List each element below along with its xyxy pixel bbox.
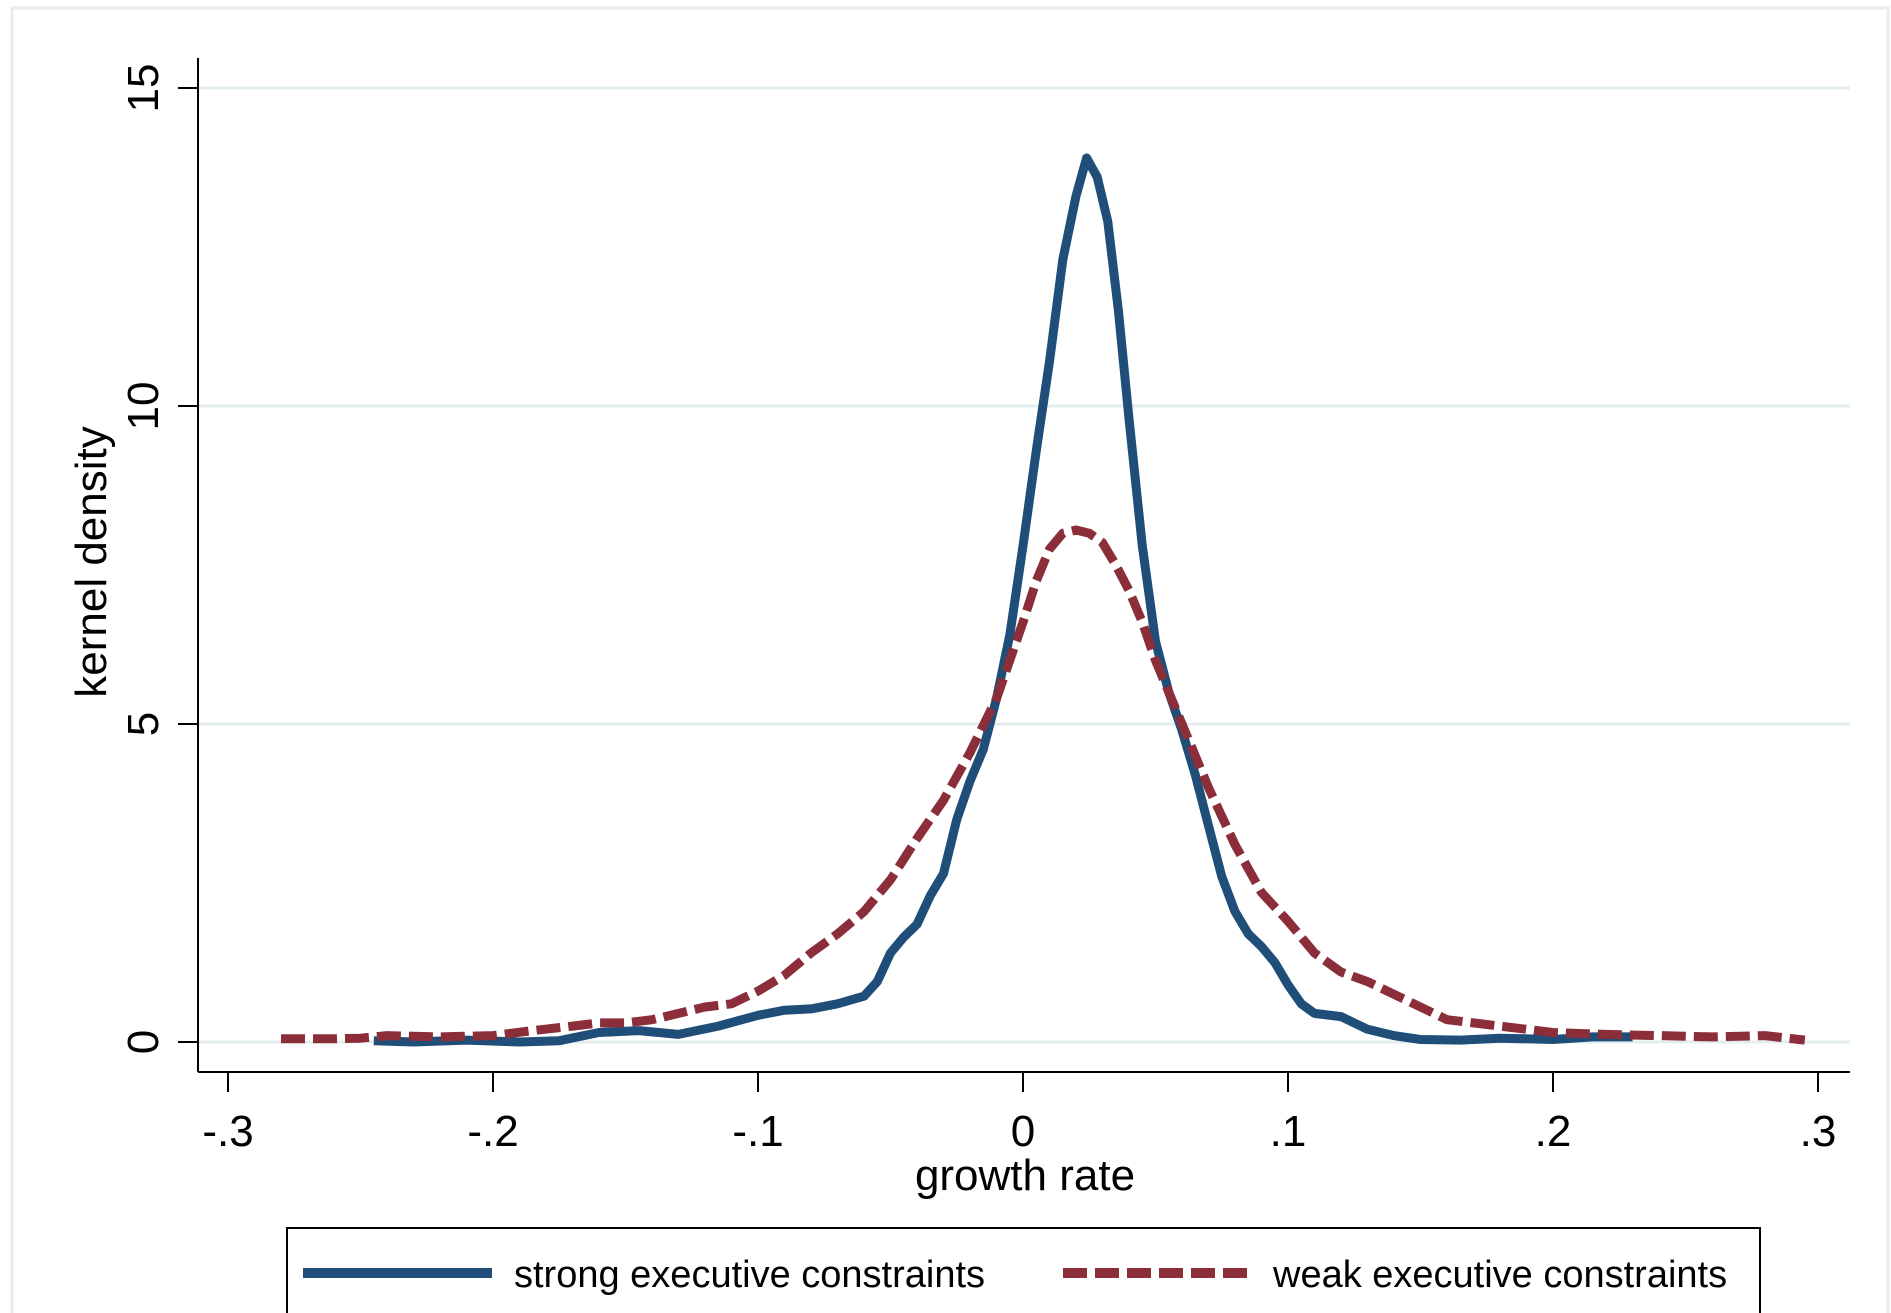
x-tick-label-0: -.3 xyxy=(202,1107,253,1156)
series-lines xyxy=(281,153,1806,1047)
series-line-1 xyxy=(281,525,1806,1045)
y-tick-label-3: 15 xyxy=(119,64,168,113)
x-tick-label-4: .1 xyxy=(1270,1107,1307,1156)
y-tick-label-1: 5 xyxy=(119,712,168,736)
y-tick-label-0: 0 xyxy=(119,1030,168,1054)
x-tick-label-3: 0 xyxy=(1011,1107,1035,1156)
legend-box xyxy=(286,1227,1761,1313)
x-tick-label-6: .3 xyxy=(1800,1107,1837,1156)
x-axis-title: growth rate xyxy=(915,1151,1135,1200)
y-axis-title: kernel density xyxy=(67,426,116,697)
legend: strong executive constraints weak execut… xyxy=(286,1227,1761,1313)
tick-labels: 0 5 10 15 -.3 -.2 -.1 0 .1 .2 .3 xyxy=(119,64,1836,1156)
x-tick-label-1: -.2 xyxy=(467,1107,518,1156)
legend-label-weak: weak executive constraints xyxy=(1272,1254,1727,1296)
series-line-0 xyxy=(373,153,1633,1047)
legend-label-strong: strong executive constraints xyxy=(514,1254,985,1296)
y-tick-label-2: 10 xyxy=(119,382,168,431)
x-tick-label-2: -.1 xyxy=(732,1107,783,1156)
outer-frame xyxy=(10,6,1890,1313)
x-tick-label-5: .2 xyxy=(1535,1107,1572,1156)
axes xyxy=(178,58,1850,1092)
